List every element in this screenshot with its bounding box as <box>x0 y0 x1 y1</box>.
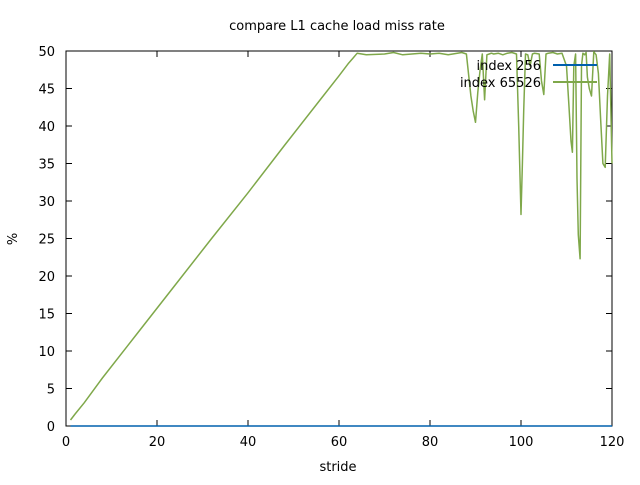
y-tick-label: 10 <box>38 345 55 360</box>
y-tick-label: 50 <box>38 45 55 60</box>
y-tick-label: 0 <box>47 420 55 435</box>
x-tick-label: 60 <box>331 435 348 450</box>
y-tick-label: 20 <box>38 270 55 285</box>
y-tick-label: 40 <box>38 120 55 135</box>
y-tick-label: 25 <box>38 233 55 248</box>
x-tick-label: 120 <box>600 435 625 450</box>
x-tick-label: 100 <box>509 435 534 450</box>
series-line <box>69 51 613 421</box>
x-tick-label: 20 <box>149 435 166 450</box>
series-lines <box>69 51 613 427</box>
x-tick-label: 0 <box>62 435 70 450</box>
legend-label: index 256 <box>476 59 541 74</box>
x-tick-label: 40 <box>240 435 257 450</box>
legend-label: index 65526 <box>460 76 541 91</box>
axes: 0 5 10 15 20 25 30 35 40 45 50 0 20 40 60 80 100 120 <box>38 45 624 450</box>
x-tick-label: 80 <box>422 435 439 450</box>
plot-frame <box>65 50 613 427</box>
y-tick-label: 45 <box>38 83 55 98</box>
y-tick-label: 15 <box>38 308 55 323</box>
y-tick-label: 30 <box>38 195 55 210</box>
y-tick-label: 5 <box>47 383 55 398</box>
y-tick-label: 35 <box>38 158 55 173</box>
legend: index 256 index 65526 <box>460 59 597 91</box>
x-axis-label: stride <box>319 460 356 475</box>
chart-title: compare L1 cache load miss rate <box>229 19 445 34</box>
y-axis-label: % <box>6 233 21 245</box>
